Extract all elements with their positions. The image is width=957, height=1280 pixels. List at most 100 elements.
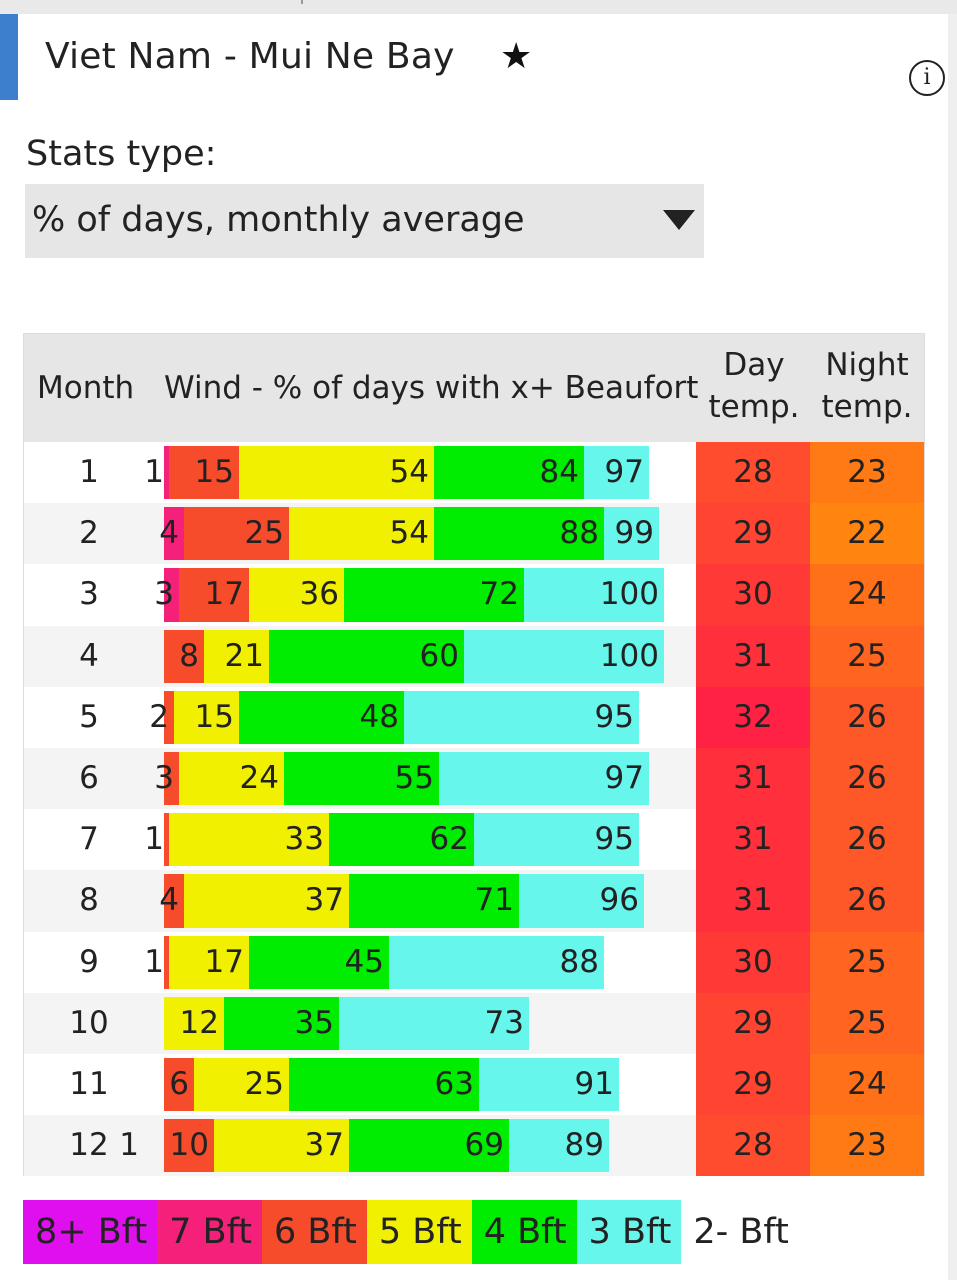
bar-segment [464,629,664,683]
bar-segment [524,568,664,622]
data-label: 10 [169,1127,209,1164]
header-wind: Wind - % of days with x+ Beaufort [164,370,699,406]
bar-segment [269,629,464,683]
bar-segment [164,752,179,806]
beaufort-legend: 8+ Bft 7 Bft 6 Bft 5 Bft 4 Bft 3 Bft 2- Bft [23,1200,799,1264]
data-label: 72 [479,576,519,613]
day-temp-cell: 29 [696,992,810,1054]
bar-segment [349,1119,509,1173]
data-label: 1 [119,1127,139,1164]
data-label: 91 [574,1066,614,1102]
header-month: Month [37,370,135,406]
table-row: 2 4 25 54 88 99 29 22 [24,503,924,565]
night-temp-cell: 26 [810,809,924,871]
bar-segment [214,1119,349,1173]
data-label: 25 [244,515,284,552]
bar-segment [339,996,529,1050]
bar-segment [584,446,649,500]
data-label: 89 [564,1127,604,1164]
data-label: 84 [539,454,579,490]
data-label: 63 [434,1066,474,1102]
month-label: 11 [69,1066,109,1102]
day-temp-cell: 31 [696,870,810,932]
data-label: 96 [599,882,639,919]
header-night-line1: Night [825,347,909,383]
month-label: 5 [79,698,99,735]
night-temp-cell: 23 [810,1115,924,1177]
table-row: 10 12 35 73 29 25 [24,992,924,1054]
bar-segment [164,446,169,500]
data-label: 73 [484,1004,524,1041]
bar-segment [239,690,404,744]
table-row: 12 1 10 37 69 89 28 23 [24,1115,924,1177]
data-label: 36 [299,576,339,613]
legend-item: 2- Bft [681,1200,799,1264]
data-label: 54 [389,515,429,552]
day-temp-cell: 29 [696,1054,810,1116]
stats-type-select[interactable]: % of days, monthly average [25,184,704,258]
month-label: 4 [79,637,99,674]
table-row: 9 1 17 45 88 30 25 [24,931,924,993]
bar-segment [164,629,204,683]
data-label: 100 [599,637,659,674]
day-temp-cell: 28 [696,1115,810,1177]
bar-segment [479,1058,619,1112]
wind-stats-table: Month Wind - % of days with x+ Beaufort … [23,333,925,1177]
bar-segment [184,874,349,928]
data-label: 88 [559,943,599,980]
data-label: 17 [204,943,244,980]
favorite-star-icon[interactable]: ★ [500,36,533,77]
bar-segment [164,874,184,928]
header-night-line2: temp. [821,389,913,425]
month-label: 1 [79,454,99,490]
tab-indicator [301,0,303,4]
legend-item: 3 Bft [576,1200,682,1264]
month-label: 3 [79,576,99,613]
bar-segment [509,1119,609,1173]
month-label: 7 [79,821,99,858]
night-temp-cell: 22 [810,503,924,565]
legend-item: 4 Bft [471,1200,577,1264]
data-label: 2 [149,698,169,735]
bar-segment [249,568,344,622]
top-strip [0,0,957,14]
month-label: 9 [79,943,99,980]
bar-segment [404,690,639,744]
bar-segment [164,690,174,744]
bar-segment [169,813,329,867]
bar-segment [344,568,524,622]
stats-type-label: Stats type: [26,134,217,174]
bar-segment [169,446,239,500]
day-temp-cell: 31 [696,625,810,687]
data-label: 1 [144,943,164,980]
info-icon[interactable]: i [909,60,945,96]
bar-segment [164,568,179,622]
data-label: 33 [284,821,324,858]
table-row: 5 2 15 48 95 32 26 [24,686,924,748]
night-temp-cell: 25 [810,931,924,993]
bar-segment [169,935,249,989]
table-row: 3 3 17 36 72 100 30 24 [24,564,924,626]
bar-segment [329,813,474,867]
month-label: 8 [79,882,99,919]
stats-type-value: % of days, monthly average [32,200,525,240]
bar-segment [179,752,284,806]
bar-segment [174,690,239,744]
data-label: 37 [304,1127,344,1164]
chevron-down-icon [663,210,695,230]
night-temp-cell: 26 [810,686,924,748]
night-temp-cell: 24 [810,564,924,626]
data-label: 8 [179,637,199,674]
day-temp-cell: 30 [696,931,810,993]
data-label: 95 [594,821,634,858]
bar-segment [164,935,169,989]
bar-segment [434,446,584,500]
day-temp-cell: 31 [696,809,810,871]
bar-segment [474,813,639,867]
night-temp-cell: 25 [810,992,924,1054]
bar-segment [434,507,604,561]
data-label: 15 [194,454,234,490]
bar-segment [164,507,184,561]
bar-segment [204,629,269,683]
data-label: 48 [359,698,399,735]
